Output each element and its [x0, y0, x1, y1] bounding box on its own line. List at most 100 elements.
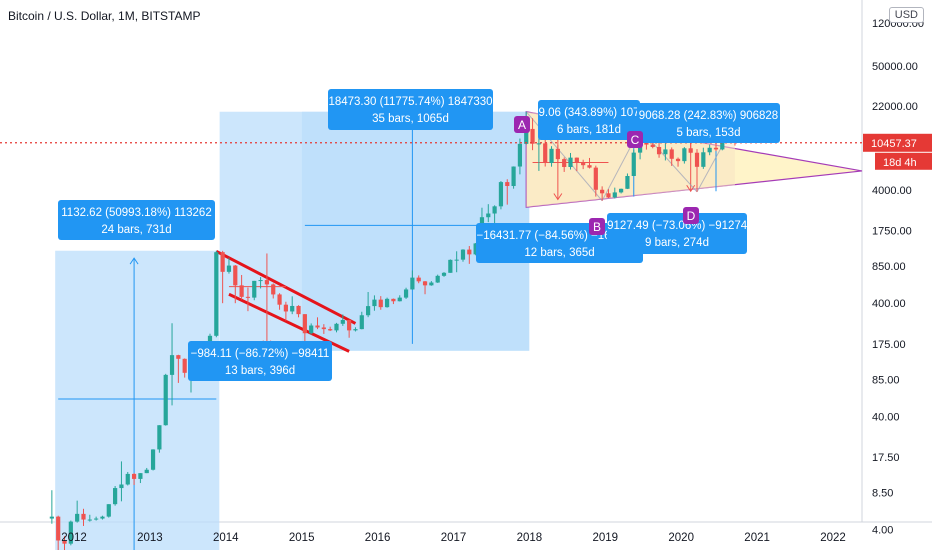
candle-body [498, 182, 504, 207]
candle-body [384, 298, 390, 308]
candle-2015-02 [309, 323, 314, 335]
y-tick-label: 50000.00 [872, 61, 918, 73]
candle-2014-08 [271, 283, 276, 299]
candle-body [271, 284, 276, 295]
candle-body [669, 149, 674, 159]
point-label-bg-C [627, 131, 643, 148]
candle-body [366, 306, 371, 316]
candle-body [511, 166, 516, 187]
candle-body [81, 513, 86, 520]
candle-body [416, 277, 421, 282]
candle-2012-02 [81, 508, 86, 526]
measure-label-line2: 9 bars, 274d [645, 237, 709, 249]
candle-2020-04 [701, 147, 706, 169]
candle-body [619, 188, 624, 193]
candle-2019-05 [631, 149, 636, 176]
candle-2013-12 [220, 250, 225, 304]
candle-body [612, 192, 617, 198]
candle-body [675, 158, 681, 162]
candle-body [100, 516, 105, 519]
measure-label-line2: 24 bars, 731d [101, 224, 171, 236]
candle-2017-11 [517, 138, 523, 175]
x-tick-label: 2013 [137, 532, 163, 544]
candle-2012-10 [131, 473, 137, 485]
candle-2019-01 [606, 189, 611, 199]
measure-label-line2: 12 bars, 365d [524, 247, 594, 259]
candle-2013-04 [169, 323, 175, 406]
measure-label-7: −9127.49 (−73.06%) −912749 9 bars, 274d [607, 213, 747, 254]
candle-2020-03 [694, 149, 700, 192]
candle-body [283, 304, 288, 312]
candle-body [119, 484, 124, 489]
candle-body [226, 265, 232, 272]
candle-2019-12 [675, 157, 681, 167]
y-tick-label: 175.00 [872, 339, 906, 351]
candle-body [391, 298, 396, 302]
candle-body [505, 182, 510, 187]
candle-2016-03 [391, 298, 396, 305]
candle-2018-10 [587, 157, 592, 169]
candle-2018-02 [536, 136, 541, 171]
measure-label-bg [607, 213, 747, 254]
x-tick-label: 2016 [365, 532, 391, 544]
candle-2018-05 [555, 144, 560, 163]
candle-body [682, 148, 687, 162]
candle-2017-06 [486, 204, 491, 223]
candle-2019-04 [625, 173, 630, 190]
candle-body [144, 469, 149, 474]
last-price-label: 10457.37 [871, 138, 917, 150]
candle-body [530, 128, 535, 144]
candle-body [157, 425, 162, 450]
y-tick-label: 4.00 [872, 525, 893, 537]
candle-body [347, 320, 352, 331]
candle-2016-04 [397, 295, 402, 302]
measure-label-line1: −984.11 (−86.72%) −98411 [191, 348, 330, 360]
candle-body [277, 294, 282, 305]
candle-2020-05 [707, 144, 712, 156]
candle-body [49, 516, 54, 519]
candle-body [150, 449, 156, 470]
candle-body [536, 143, 541, 145]
candle-2014-10 [283, 301, 288, 321]
candle-body [410, 277, 415, 290]
candle-body [340, 320, 345, 324]
candle-2016-12 [448, 259, 453, 273]
candle-body [656, 146, 662, 155]
candle-2015-12 [372, 295, 377, 311]
measure-zone-1 [55, 250, 220, 550]
candle-2020-02 [688, 142, 693, 154]
candle-body [233, 265, 238, 286]
measure-label-line2: 6 bars, 181d [557, 124, 621, 136]
candle-2015-10 [359, 311, 364, 330]
candle-body [543, 143, 548, 164]
candle-2016-05 [403, 287, 409, 299]
measure-label-line1: 9068.28 (242.83%) 906828 [639, 110, 778, 122]
candle-body [176, 355, 181, 359]
y-tick-label: 17.50 [872, 452, 900, 464]
point-label-B: B [593, 220, 601, 234]
y-tick-label: 85.00 [872, 374, 900, 386]
candle-body [555, 148, 560, 160]
candle-body [694, 152, 700, 167]
candle-body [467, 249, 472, 255]
candle-body [309, 325, 314, 334]
candle-body [688, 148, 693, 153]
candle-2016-02 [384, 297, 390, 308]
candle-body [56, 516, 61, 541]
candle-body [397, 297, 402, 302]
candle-body [239, 285, 244, 297]
candle-2016-11 [441, 272, 447, 277]
candle-body [663, 149, 668, 155]
candle-body [138, 473, 143, 479]
currency-button[interactable]: USD [888, 7, 924, 23]
candle-2018-11 [593, 165, 598, 197]
candle-body [125, 473, 130, 485]
candle-2016-08 [422, 281, 428, 295]
x-tick-label: 2019 [593, 532, 619, 544]
candle-2014-12 [296, 305, 301, 318]
candle-2015-04 [321, 324, 326, 334]
candle-2017-03 [467, 246, 472, 264]
measure-label-line1: 1132.62 (50993.18%) 113262 [61, 207, 211, 219]
candle-body [296, 305, 301, 315]
